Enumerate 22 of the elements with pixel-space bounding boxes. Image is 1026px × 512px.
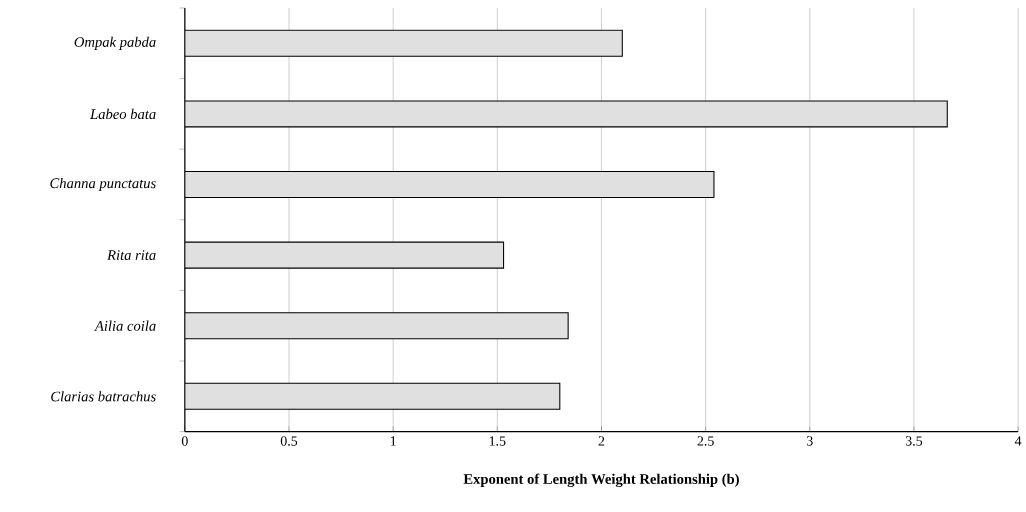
y-tick-label: Rita rita — [107, 250, 156, 261]
y-tick-label: Clarias batrachus — [51, 391, 156, 402]
x-tick-label: 3 — [806, 436, 813, 446]
bar — [184, 100, 948, 128]
x-tick-label: 0.5 — [280, 436, 298, 446]
bar — [184, 171, 715, 199]
x-tick-label: 2 — [598, 436, 605, 446]
x-tick-label: 2.5 — [697, 436, 714, 446]
x-tick-label: 3.5 — [905, 436, 923, 446]
bar — [184, 30, 623, 58]
x-tick-label: 1.5 — [489, 436, 506, 446]
y-tick-label: Channa punctatus — [50, 178, 156, 192]
y-tick-label: Ailia coila — [94, 320, 156, 332]
x-tick-label: 4 — [1014, 436, 1022, 446]
bar — [184, 312, 569, 340]
bar — [184, 241, 505, 269]
x-tick-label: 1 — [390, 436, 396, 446]
x-tick-label: 0 — [181, 436, 188, 446]
x-axis-title: Exponent of Length Weight Relationship (b) — [463, 473, 739, 488]
y-tick-label: Labeo bata — [89, 108, 156, 120]
y-tick-label: Ompak pabda — [74, 36, 156, 51]
bar — [184, 383, 561, 411]
